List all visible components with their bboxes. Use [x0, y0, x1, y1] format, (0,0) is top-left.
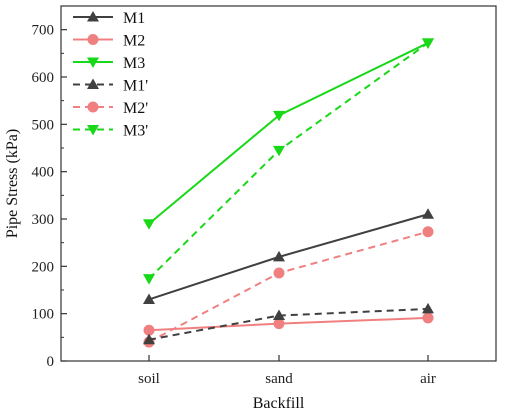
data-point	[273, 309, 285, 321]
series-m1-prime	[143, 302, 434, 345]
data-point	[273, 145, 285, 157]
data-point	[422, 226, 434, 238]
series-line	[148, 307, 429, 341]
legend-label: M1'	[123, 78, 148, 95]
data-point	[273, 250, 285, 262]
data-point	[143, 333, 155, 345]
data-point	[422, 302, 434, 314]
legend-label: M2'	[123, 100, 148, 117]
y-tick-label: 0	[47, 354, 55, 370]
series-line	[148, 316, 429, 332]
legend-marker	[87, 57, 99, 68]
legend-marker	[87, 101, 99, 113]
legend-marker	[87, 125, 99, 136]
legend-label: M3	[123, 55, 145, 72]
legend-entry: M2	[73, 33, 145, 50]
legend-label: M2	[123, 33, 145, 50]
x-tick-label: sand	[265, 371, 293, 387]
y-tick-label: 400	[32, 165, 55, 181]
y-tick-label: 200	[32, 259, 55, 275]
data-point	[422, 38, 434, 49]
y-tick-label: 700	[32, 23, 55, 39]
data-point	[422, 312, 434, 324]
legend-entry: M1'	[73, 78, 148, 95]
series-line	[148, 230, 429, 343]
x-axis-ticks: soil sand air	[138, 355, 436, 387]
x-axis-title: Backfill	[253, 395, 305, 412]
series-m1	[143, 208, 434, 304]
legend: M1 M2 M3 M1' M2' M3'	[73, 10, 148, 140]
data-point	[273, 318, 285, 330]
data-point	[143, 274, 155, 285]
series-layer	[143, 38, 434, 348]
legend-entry: M3	[73, 55, 145, 72]
legend-marker	[87, 78, 99, 89]
data-point	[422, 208, 434, 219]
y-tick-label: 300	[32, 212, 55, 228]
series-m3-prime	[143, 38, 434, 285]
series-m3	[143, 38, 434, 230]
y-tick-label: 600	[32, 70, 55, 86]
legend-entry: M2'	[73, 100, 148, 117]
y-axis-title: Pipe Stress (kPa)	[4, 129, 21, 238]
y-tick-label: 500	[32, 117, 55, 133]
x-tick-label: air	[420, 371, 436, 387]
series-line	[148, 42, 429, 225]
legend-entry: M3'	[73, 123, 148, 140]
data-point	[143, 219, 155, 230]
legend-label: M1	[123, 10, 145, 27]
y-axis-ticks: 0 100 200 300 400 500 600 700	[32, 23, 67, 370]
series-line	[148, 213, 429, 301]
legend-entry: M1	[73, 10, 145, 27]
legend-label: M3'	[123, 123, 148, 140]
data-point	[273, 267, 285, 279]
legend-marker	[87, 11, 99, 22]
y-tick-label: 100	[32, 307, 55, 323]
x-tick-label: soil	[138, 371, 160, 387]
data-point	[273, 110, 285, 122]
data-point	[143, 293, 155, 304]
legend-marker	[87, 34, 99, 45]
